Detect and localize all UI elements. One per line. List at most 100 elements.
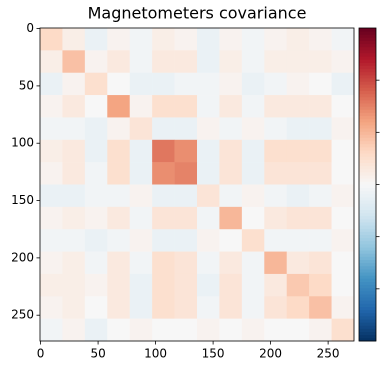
heatmap-cell [241,251,265,275]
heatmap-cell [84,95,108,118]
heatmap-cell [286,251,310,275]
heatmap-cell [331,28,355,51]
heatmap-cell [107,139,131,163]
heatmap-cell [309,139,332,163]
heatmap-cell [174,50,198,74]
heatmap-cell [331,50,355,74]
heatmap-cell [62,296,86,319]
x-tick-label: 0 [37,347,45,361]
heatmap-cell [152,50,175,74]
colorbar-segment [359,56,376,60]
heatmap-cell [40,296,63,319]
heatmap-cell [197,162,220,185]
heatmap-cell [62,139,86,163]
heatmap-cell [241,206,265,230]
heatmap-cell [197,318,220,342]
colorbar-segment [359,84,376,88]
heatmap-cell [309,72,332,96]
heatmap-cell [62,162,86,185]
heatmap-cell [107,50,131,74]
heatmap-cell [129,72,153,96]
colorbar-segment [359,140,376,145]
y-tick-label: 50 [19,78,34,92]
colorbar-segment [359,128,376,132]
heatmap-cell [241,162,265,185]
heatmap-cell [309,296,332,319]
colorbar-segment [359,215,376,220]
colorbar-segment [359,175,376,179]
heatmap-cell [129,229,153,252]
heatmap-cell [264,273,288,297]
heatmap-cell [241,229,265,252]
colorbar-segment [359,212,376,217]
colorbar-segment [359,272,376,276]
colorbar-segment [359,31,376,35]
heatmap-cell [286,139,310,163]
colorbar-segment [359,109,376,113]
colorbar-segment [359,178,376,182]
colorbar-segment [359,334,376,339]
heatmap-cell [219,28,243,51]
colorbar-segment [359,243,376,248]
heatmap-cell [197,72,220,96]
heatmap-cell [264,296,288,319]
colorbar-segment [359,281,376,286]
heatmap-cell [107,206,131,230]
colorbar-segment [359,134,376,138]
heatmap-cell [241,318,265,342]
heatmap-cell [84,117,108,141]
colorbar-segment [359,171,376,176]
heatmap-cell [331,206,355,230]
colorbar-segment [359,46,376,51]
colorbar-segment [359,115,376,120]
heatmap-cell [84,50,108,74]
heatmap-cell [309,50,332,74]
y-tick-label: 200 [11,250,34,264]
colorbar-segment [359,90,376,95]
colorbar-segment [359,253,376,257]
x-tick-label: 50 [90,347,105,361]
heatmap-cell [129,318,153,342]
colorbar-segment [359,290,376,295]
heatmap-cell [197,95,220,118]
x-tick-label: 100 [144,347,167,361]
colorbar-segment [359,62,376,66]
heatmap-cell [219,251,243,275]
x-tick-label: 250 [317,347,340,361]
heatmap-cell [129,184,153,208]
colorbar-segment [359,337,376,342]
heatmap-cell [84,72,108,96]
heatmap-cell [152,206,175,230]
heatmap-cell [331,139,355,163]
heatmap-cell [174,117,198,141]
heatmap-cell [197,296,220,319]
heatmap-cell [264,139,288,163]
heatmap-cell [152,162,175,185]
colorbar-segment [359,53,376,57]
heatmap-cell [309,162,332,185]
heatmap-cell [84,273,108,297]
heatmap-cell [107,184,131,208]
heatmap-cell [62,28,86,51]
heatmap-cell [40,72,63,96]
colorbar-segment [359,181,376,185]
heatmap-cell [309,28,332,51]
heatmap-cell [84,251,108,275]
colorbar-segment [359,131,376,135]
heatmap-cell [309,95,332,118]
heatmap-cell [309,318,332,342]
colorbar-segment [359,187,376,192]
colorbar-segment [359,222,376,226]
heatmap-cell [286,229,310,252]
colorbar-segment [359,206,376,210]
heatmap-cell [129,251,153,275]
heatmap-cell [331,273,355,297]
colorbar-segment [359,190,376,195]
heatmap-cell [40,50,63,74]
colorbar-segment [359,118,376,123]
heatmap-cell [62,184,86,208]
heatmap-cell [197,50,220,74]
heatmap-cell [62,206,86,230]
heatmap-cell [219,296,243,319]
heatmap-cell [84,229,108,252]
